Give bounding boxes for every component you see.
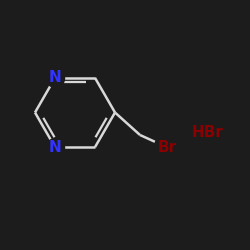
Text: N: N — [49, 70, 62, 85]
Text: N: N — [48, 140, 61, 155]
Text: Br: Br — [158, 140, 177, 155]
Text: HBr: HBr — [192, 125, 224, 140]
